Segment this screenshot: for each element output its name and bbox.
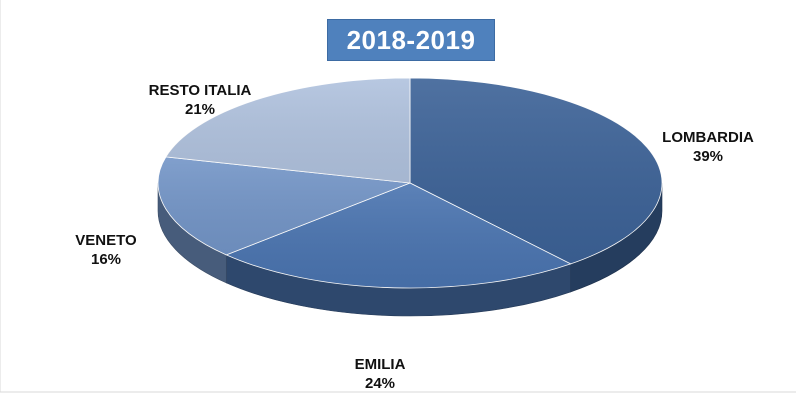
pie-slice-shade-emilia: [226, 183, 571, 289]
slice-value: 39%: [692, 148, 724, 165]
chart-title: 2018-2019: [327, 19, 495, 61]
data-label-lombardia: LOMBARDIA 39%: [648, 128, 768, 166]
pie-tops: [157, 77, 663, 289]
data-label-emilia: EMILIA 24%: [320, 355, 440, 393]
slice-label: RESTO ITALIA: [148, 82, 252, 99]
slice-value: 16%: [90, 251, 122, 268]
pie-slice-shade-resto-italia: [165, 78, 410, 183]
slice-label: LOMBARDIA: [662, 129, 754, 146]
slice-value: 24%: [364, 375, 396, 392]
slice-label: VENETO: [75, 232, 137, 249]
data-label-resto-italia: RESTO ITALIA 21%: [130, 81, 270, 119]
pie-slice-shade-veneto: [157, 156, 410, 255]
data-label-veneto: VENETO 16%: [46, 231, 166, 269]
pie-slice-shade-lombardia: [410, 78, 663, 264]
slice-label: EMILIA: [354, 356, 406, 373]
slice-value: 21%: [184, 101, 216, 118]
